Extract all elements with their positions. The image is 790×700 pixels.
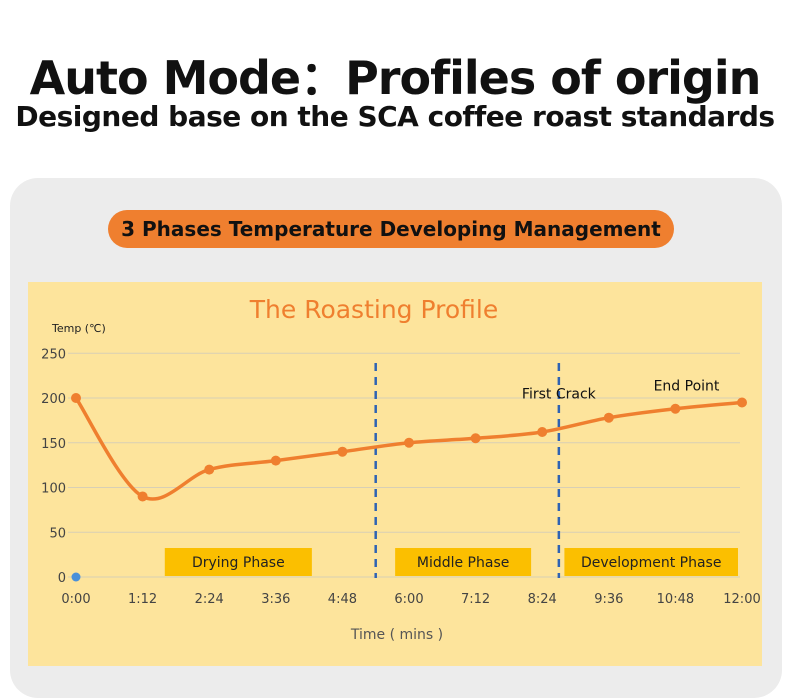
chart-area — [28, 282, 762, 666]
data-point — [670, 403, 681, 414]
x-tick-label: 2:24 — [195, 592, 224, 607]
data-point — [404, 437, 414, 448]
data-point — [470, 433, 481, 444]
x-tick-label: 1:12 — [128, 592, 157, 607]
data-point — [71, 393, 81, 403]
phase-label-box — [564, 548, 738, 576]
phase-label: Development Phase — [581, 555, 722, 571]
roast-profile-line — [74, 396, 744, 501]
x-axis-label: Time ( mins ) — [350, 627, 443, 643]
data-point — [137, 491, 148, 502]
phase-label: Middle Phase — [417, 555, 510, 571]
data-point — [337, 446, 348, 457]
y-tick-label: 50 — [49, 526, 66, 541]
y-tick-label: 0 — [58, 571, 66, 586]
phases-banner: 3 Phases Temperature Developing Manageme… — [108, 210, 674, 248]
y-tick-label: 150 — [41, 437, 66, 452]
page-subtitle: Designed base on the SCA coffee roast st… — [15, 100, 775, 133]
y-tick-label: 200 — [41, 392, 66, 407]
x-tick-label: 0:00 — [61, 592, 90, 607]
y-axis-label: Temp (℃) — [51, 322, 106, 335]
annotation-label: First Crack — [522, 387, 597, 403]
phase-label: Drying Phase — [192, 555, 285, 571]
x-tick-label: 9:36 — [594, 592, 623, 607]
phase-label-box — [164, 548, 312, 576]
annotation-label: End Point — [654, 378, 720, 394]
x-tick-label: 4:48 — [328, 592, 357, 607]
x-tick-label: 6:00 — [394, 592, 423, 607]
data-point — [737, 397, 747, 408]
data-point — [204, 464, 215, 475]
x-tick-label: 10:48 — [657, 592, 694, 607]
phase-label-box — [395, 548, 532, 576]
y-tick-label: 250 — [41, 347, 66, 362]
chart-title: The Roasting Profile — [249, 295, 498, 324]
y-tick-label: 100 — [41, 482, 66, 497]
x-tick-label: 7:12 — [461, 592, 490, 607]
x-tick-label: 12:00 — [723, 592, 760, 607]
data-point — [537, 427, 548, 438]
data-point — [603, 412, 614, 423]
start-marker — [71, 572, 81, 582]
page-title: Auto Mode：Profiles of origin — [29, 51, 762, 105]
x-tick-label: 8:24 — [528, 592, 557, 607]
data-point — [270, 455, 281, 466]
x-tick-label: 3:36 — [261, 592, 290, 607]
